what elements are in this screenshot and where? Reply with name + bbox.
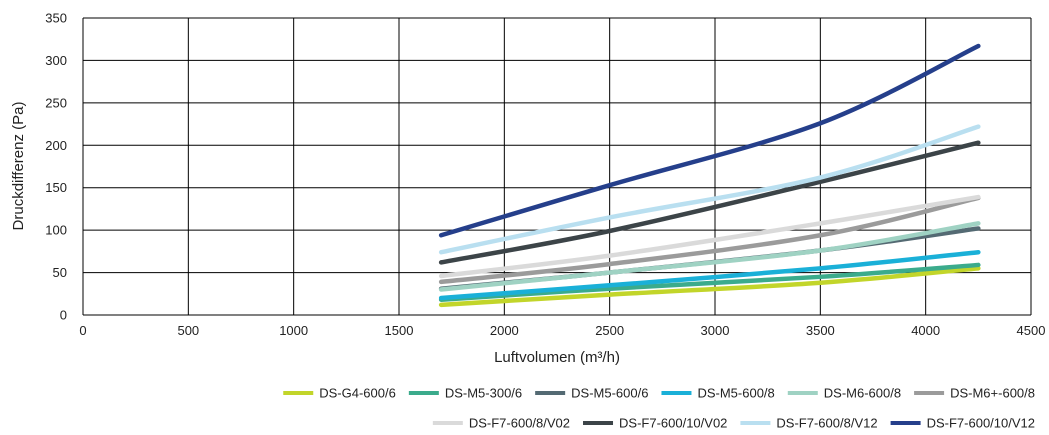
x-tick-label: 4500 — [1017, 323, 1046, 338]
y-tick-label: 50 — [53, 265, 67, 280]
y-tick-label: 350 — [45, 11, 67, 26]
legend-label: DS-M6-600/8 — [824, 386, 901, 401]
legend-label: DS-M5-300/6 — [445, 386, 522, 401]
series-line-6 — [438, 195, 981, 285]
y-tick-label: 200 — [45, 138, 67, 153]
series-line-9 — [438, 124, 981, 255]
series-line-7 — [438, 194, 981, 279]
series-line-1 — [438, 266, 981, 308]
legend-label: DS-F7-600/10/V02 — [619, 416, 727, 431]
legend-label: DS-G4-600/6 — [319, 386, 396, 401]
y-tick-label: 0 — [60, 308, 67, 323]
series-line-8 — [438, 140, 981, 265]
x-tick-label: 3500 — [806, 323, 835, 338]
x-tick-label: 1000 — [279, 323, 308, 338]
y-tick-label: 300 — [45, 53, 67, 68]
legend-label: DS-M5-600/6 — [571, 386, 648, 401]
x-tick-label: 3000 — [701, 323, 730, 338]
series-line-10 — [438, 43, 981, 238]
legend-label: DS-F7-600/8/V02 — [469, 416, 570, 431]
x-tick-label: 1500 — [385, 323, 414, 338]
y-tick-label: 250 — [45, 95, 67, 110]
y-tick-label: 100 — [45, 223, 67, 238]
x-tick-label: 4000 — [911, 323, 940, 338]
x-tick-label: 2500 — [595, 323, 624, 338]
legend-row: DS-F7-600/8/V02 DS-F7-600/10/V02 DS-F7-600… — [432, 416, 1035, 431]
series-line-2 — [438, 262, 981, 302]
legend: DS-G4-600/6 DS-M5-300/6 DS-M5-600/6 DS-M5-6… — [283, 386, 1035, 431]
legend-label: DS-M5-600/8 — [697, 386, 774, 401]
y-axis-label: Druckdifferenz (Pa) — [10, 102, 27, 231]
y-tick-label: 150 — [45, 180, 67, 195]
legend-label: DS-F7-600/10/V12 — [927, 416, 1035, 431]
legend-label: DS-M6+-600/8 — [950, 386, 1035, 401]
legend-row: DS-G4-600/6 DS-M5-300/6 DS-M5-600/6 DS-M5-6… — [283, 386, 1035, 401]
tick-labels: 0 500 1000 1500 2000 2500 3000 3500 4000 4500 0 50 1… — [45, 11, 1045, 339]
legend-label: DS-F7-600/8/V12 — [776, 416, 877, 431]
x-tick-label: 2000 — [490, 323, 519, 338]
series-lines — [438, 43, 981, 308]
series-line-5 — [438, 221, 981, 292]
x-axis-label: Luftvolumen (m³/h) — [494, 349, 620, 366]
series-line-4 — [438, 249, 981, 301]
x-tick-label: 0 — [79, 323, 86, 338]
x-tick-label: 500 — [177, 323, 199, 338]
